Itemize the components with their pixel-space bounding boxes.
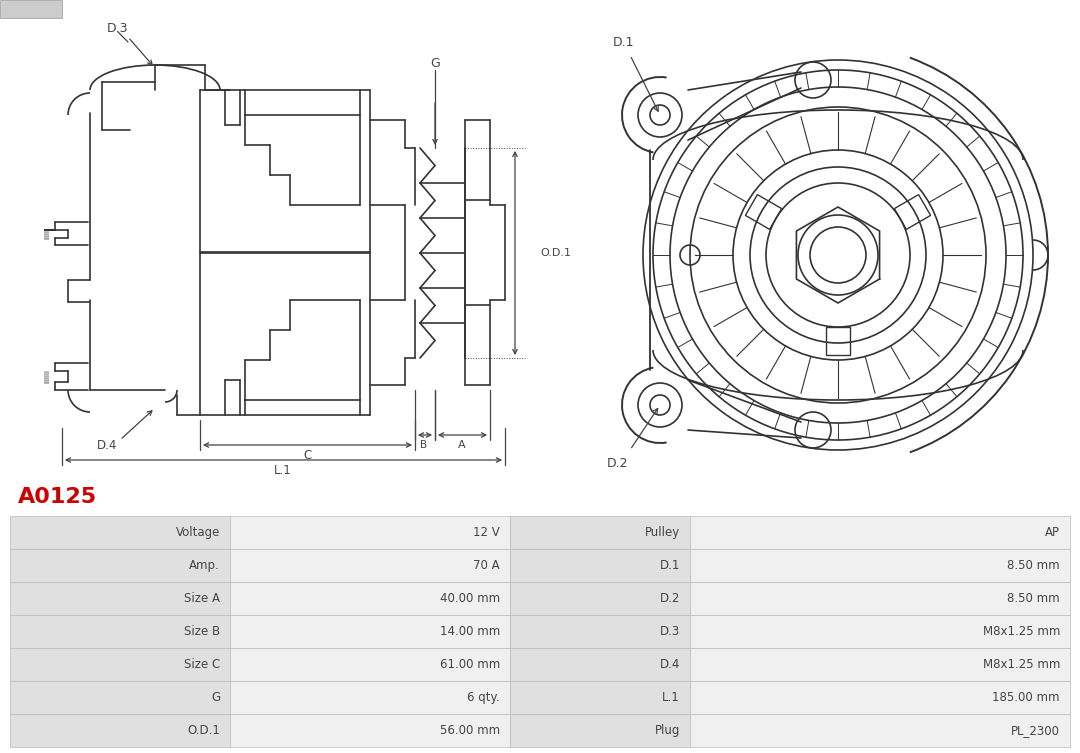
Bar: [690, 648, 1070, 681]
Bar: [230, 516, 510, 549]
Bar: [10, 582, 230, 615]
Text: Amp.: Amp.: [189, 559, 220, 572]
Bar: [690, 615, 1070, 648]
Text: L.1: L.1: [662, 691, 680, 704]
Text: A0125: A0125: [18, 487, 97, 507]
Bar: [230, 615, 510, 648]
Bar: [690, 582, 1070, 615]
Text: D.3: D.3: [107, 22, 129, 35]
Text: Size C: Size C: [184, 658, 220, 671]
Text: G: G: [430, 56, 440, 69]
Bar: [230, 681, 510, 714]
Text: C: C: [302, 449, 311, 462]
Text: 12 V: 12 V: [473, 526, 500, 539]
Bar: [510, 582, 690, 615]
Bar: [10, 615, 230, 648]
Bar: [230, 648, 510, 681]
Text: 8.50 mm: 8.50 mm: [1008, 559, 1059, 572]
Text: 61.00 mm: 61.00 mm: [440, 658, 500, 671]
Text: Size B: Size B: [184, 625, 220, 638]
Text: Size A: Size A: [184, 592, 220, 605]
Bar: [510, 648, 690, 681]
Bar: [690, 681, 1070, 714]
Text: B: B: [420, 440, 428, 450]
Bar: [510, 681, 690, 714]
Bar: [10, 714, 230, 747]
Text: Pulley: Pulley: [645, 526, 680, 539]
Text: 185.00 mm: 185.00 mm: [993, 691, 1059, 704]
Text: 70 A: 70 A: [473, 559, 500, 572]
Text: A: A: [458, 440, 465, 450]
Text: M8x1.25 mm: M8x1.25 mm: [983, 625, 1059, 638]
Text: D.1: D.1: [613, 35, 635, 48]
Text: D.4: D.4: [97, 438, 118, 452]
Bar: [10, 516, 230, 549]
Text: 6 qty.: 6 qty.: [468, 691, 500, 704]
Text: M8x1.25 mm: M8x1.25 mm: [983, 658, 1059, 671]
Bar: [230, 582, 510, 615]
Bar: [510, 516, 690, 549]
Text: Plug: Plug: [654, 724, 680, 737]
Text: O.D.1: O.D.1: [187, 724, 220, 737]
Text: G: G: [211, 691, 220, 704]
Text: IIIIIII: IIIIIII: [44, 369, 50, 383]
Bar: [10, 681, 230, 714]
Text: IIIII: IIIII: [44, 229, 50, 239]
Text: L.1: L.1: [274, 464, 292, 477]
Bar: [690, 549, 1070, 582]
Text: AP: AP: [1045, 526, 1059, 539]
Text: O.D.1: O.D.1: [540, 248, 571, 258]
Bar: [10, 549, 230, 582]
Bar: [690, 714, 1070, 747]
Bar: [230, 549, 510, 582]
Bar: [0, 0, 62, 18]
Text: 40.00 mm: 40.00 mm: [440, 592, 500, 605]
Text: 56.00 mm: 56.00 mm: [440, 724, 500, 737]
Text: D.2: D.2: [660, 592, 680, 605]
Text: D.1: D.1: [660, 559, 680, 572]
Bar: [690, 516, 1070, 549]
Bar: [510, 615, 690, 648]
Text: PL_2300: PL_2300: [1011, 724, 1059, 737]
Text: Voltage: Voltage: [176, 526, 220, 539]
Bar: [510, 549, 690, 582]
Text: D.2: D.2: [607, 456, 629, 470]
Bar: [230, 714, 510, 747]
Bar: [10, 648, 230, 681]
Bar: [510, 714, 690, 747]
Text: D.4: D.4: [660, 658, 680, 671]
Text: 8.50 mm: 8.50 mm: [1008, 592, 1059, 605]
Text: 14.00 mm: 14.00 mm: [440, 625, 500, 638]
Text: D.3: D.3: [660, 625, 680, 638]
